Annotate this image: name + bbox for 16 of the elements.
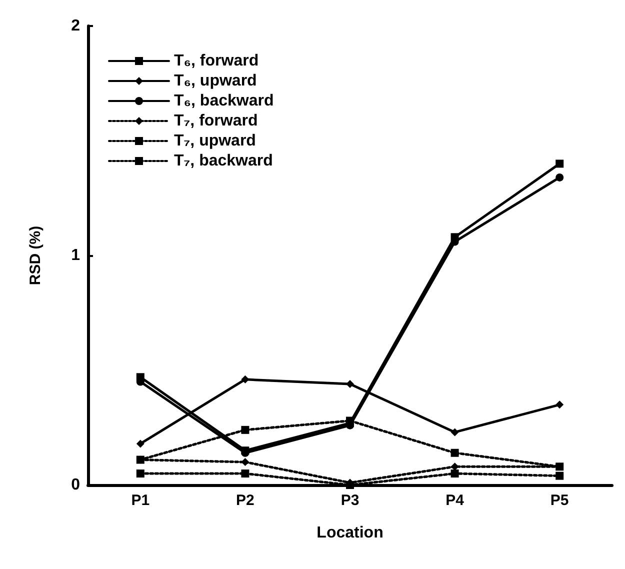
x-tick-label: P3 [340,492,360,509]
x-axis-title: Location [316,524,384,542]
y-tick-label: 1 [71,247,80,264]
x-tick-label: P1 [131,492,150,509]
legend-label: T₇, upward [174,132,256,150]
y-tick-label: 2 [71,18,80,34]
legend-label: T₇, forward [174,112,258,130]
y-tick-label: 0 [71,476,80,494]
y-axis-title: RSD (%) [27,226,44,286]
x-tick-label: P5 [550,492,569,509]
legend-label: T₆, forward [174,52,259,70]
legend-label: T₆, upward [174,72,257,90]
x-tick-label: P4 [446,492,465,509]
legend-label: T₆, backward [174,92,274,110]
legend-label: T₇, backward [174,152,273,170]
x-tick-label: P2 [236,492,254,509]
